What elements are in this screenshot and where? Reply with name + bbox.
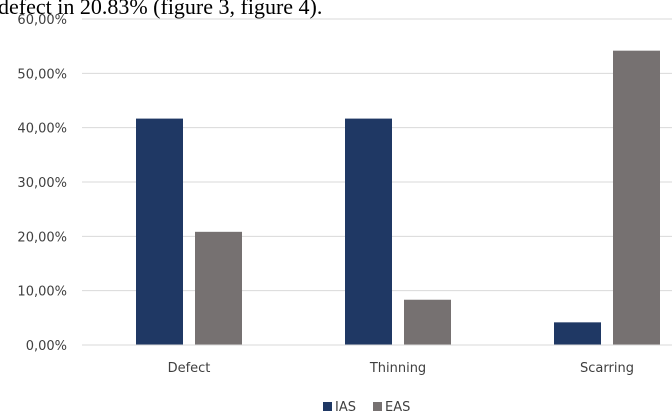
x-tick-label: Scarring	[580, 361, 634, 376]
bar-eas-thinning	[404, 299, 451, 345]
y-tick-label: 60,00%	[17, 13, 67, 28]
bars	[136, 50, 660, 346]
legend: IAS EAS	[323, 400, 410, 414]
legend-swatch-ias	[323, 402, 332, 411]
bar-ias-thinning	[345, 118, 392, 345]
bar-ias-scarring	[554, 322, 601, 345]
y-tick-label: 40,00%	[17, 122, 67, 137]
y-axis-tick-labels: 0,00% 10,00% 20,00% 30,00% 40,00% 50,00% 60,00…	[17, 13, 67, 354]
bar-eas-scarring	[613, 50, 660, 346]
y-tick-label: 0,00%	[26, 339, 67, 354]
bar-ias-defect	[136, 118, 183, 345]
y-tick-label: 50,00%	[17, 67, 67, 82]
x-tick-label: Thinning	[369, 361, 426, 376]
x-axis-tick-labels: Defect Thinning Scarring	[168, 361, 634, 376]
y-tick-label: 10,00%	[17, 285, 67, 300]
legend-label-eas: EAS	[385, 400, 410, 414]
y-tick-label: 20,00%	[17, 230, 67, 245]
legend-label-ias: IAS	[335, 400, 356, 414]
legend-swatch-eas	[373, 402, 382, 411]
y-tick-label: 30,00%	[17, 176, 67, 191]
caption-fragment: defect in 20.83% (figure 3, figure 4).	[0, 0, 322, 19]
bar-eas-defect	[195, 231, 242, 345]
x-tick-label: Defect	[168, 361, 211, 376]
